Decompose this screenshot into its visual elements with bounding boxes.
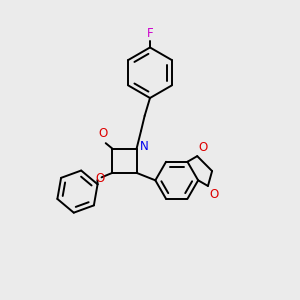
Text: O: O [98, 127, 107, 140]
Text: O: O [95, 172, 104, 185]
Text: F: F [147, 27, 153, 40]
Text: N: N [140, 140, 149, 153]
Text: O: O [209, 188, 218, 201]
Text: O: O [198, 141, 208, 154]
